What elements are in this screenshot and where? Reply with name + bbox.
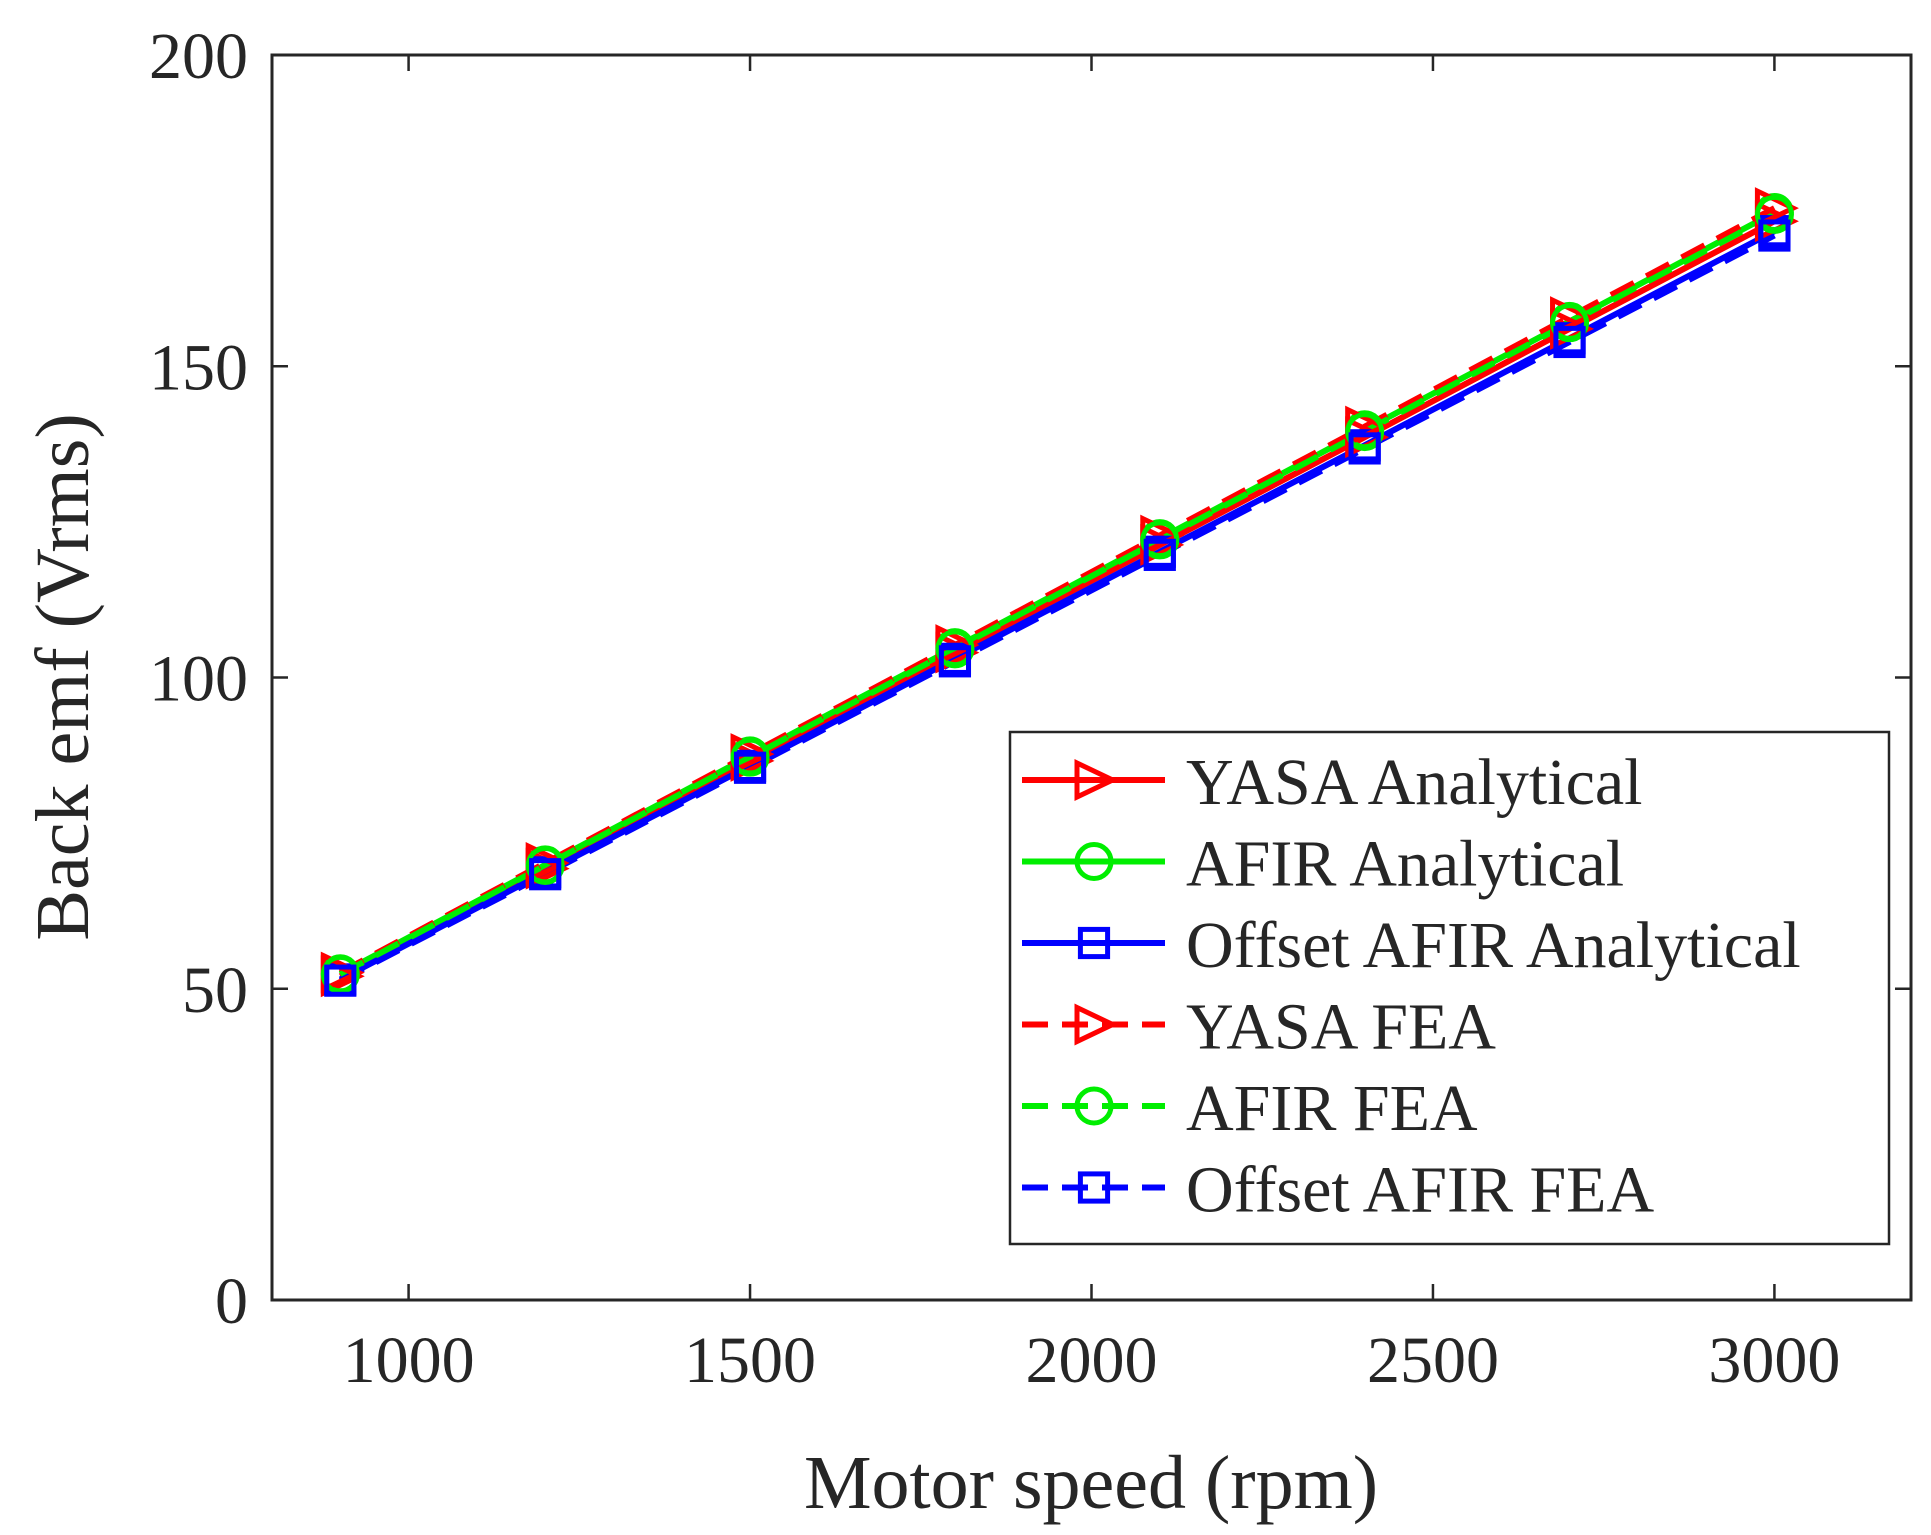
legend-marker [1077,926,1111,960]
data-point [324,964,357,997]
data-point [730,737,770,777]
data-point [1140,520,1180,560]
y-tick-label: 150 [149,331,248,404]
legend-item: Offset AFIR Analytical [1022,909,1801,982]
legend-item: YASA Analytical [1022,746,1643,819]
legend-item: YASA FEA [1022,991,1496,1064]
legend-box [1008,730,1891,1246]
y-tick-label: 0 [215,1265,248,1338]
legend-label: Offset AFIR FEA [1186,1154,1654,1227]
y-axis-label: Back emf (Vrms) [21,413,105,940]
legend-marker [1074,759,1119,801]
data-point [320,954,360,994]
x-tick-label: 3000 [1708,1324,1840,1397]
legend-label: YASA Analytical [1186,746,1643,819]
legend-item: AFIR Analytical [1022,828,1624,901]
data-point [1553,325,1586,359]
legend-label: YASA FEA [1186,991,1496,1064]
data-point [1754,194,1794,234]
legend-marker [1074,842,1114,881]
series-lines [338,205,1776,984]
data-point [733,751,767,784]
data-point [1348,432,1381,465]
legend-marker [1077,1171,1111,1204]
data-point [1758,219,1791,252]
data-point [525,845,565,885]
legend-label: AFIR Analytical [1186,828,1624,901]
legend-item: AFIR FEA [1022,1072,1478,1145]
series-line-offset-afir-fea [338,232,1776,984]
legend-marker [1074,1003,1119,1046]
data-point [529,858,562,891]
y-tick-label: 50 [182,954,248,1027]
data-point [1143,538,1176,571]
y-tick-label: 100 [149,643,248,716]
series-line-yasa-analytical [338,218,1776,979]
y-tick-label: 200 [149,20,248,93]
data-point [935,629,975,669]
legend-label: AFIR FEA [1186,1072,1478,1145]
data-point [938,645,972,678]
legend-item: Offset AFIR FEA [1022,1154,1654,1227]
x-tick-label: 2500 [1367,1324,1499,1397]
axis-ticks: 1000 1500 2000 2500 3000 0 50 100 150 200 [149,20,1911,1397]
x-tick-label: 2000 [1026,1324,1158,1397]
x-axis-label: Motor speed (rpm) [804,1441,1378,1525]
series-markers [320,187,1799,998]
legend: YASA Analytical AFIR Analytical Offset AFI… [1008,730,1891,1246]
data-point [1345,412,1385,452]
series-line-yasa-fea [338,205,1776,976]
data-point [1550,303,1590,343]
legend-marker [1074,1086,1114,1126]
legend-label: Offset AFIR Analytical [1186,909,1801,982]
series-line-afir-fea [338,211,1776,978]
x-tick-label: 1000 [343,1324,475,1397]
x-tick-label: 1500 [684,1324,816,1397]
